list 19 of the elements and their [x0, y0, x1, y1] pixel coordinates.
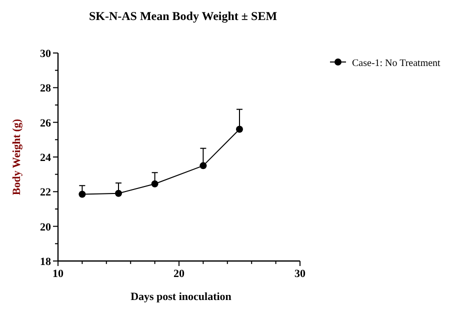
legend-label: Case-1: No Treatment — [352, 58, 441, 69]
x-tick-label: 30 — [294, 268, 306, 280]
point — [200, 162, 207, 170]
x-axis-title: Days post inoculation — [130, 291, 232, 303]
point — [78, 190, 86, 198]
y-tick-label: 24 — [40, 152, 52, 164]
y-tick-label: 26 — [40, 117, 52, 130]
x-tick-label: 10 — [52, 268, 64, 280]
y-axis-title: Body Weight (g) — [11, 118, 23, 196]
point — [236, 126, 243, 133]
point — [151, 180, 158, 188]
y-tick-label: 28 — [40, 82, 52, 95]
x-tick-label: 20 — [174, 268, 185, 280]
y-tick-label: 30 — [40, 48, 52, 60]
y-tick-label: 18 — [40, 256, 52, 268]
y-tick-label: 20 — [40, 221, 52, 234]
y-tick-label: 22 — [40, 186, 52, 199]
point — [115, 190, 122, 197]
chart-title: SK-N-AS Mean Body Weight ± SEM — [88, 9, 278, 23]
